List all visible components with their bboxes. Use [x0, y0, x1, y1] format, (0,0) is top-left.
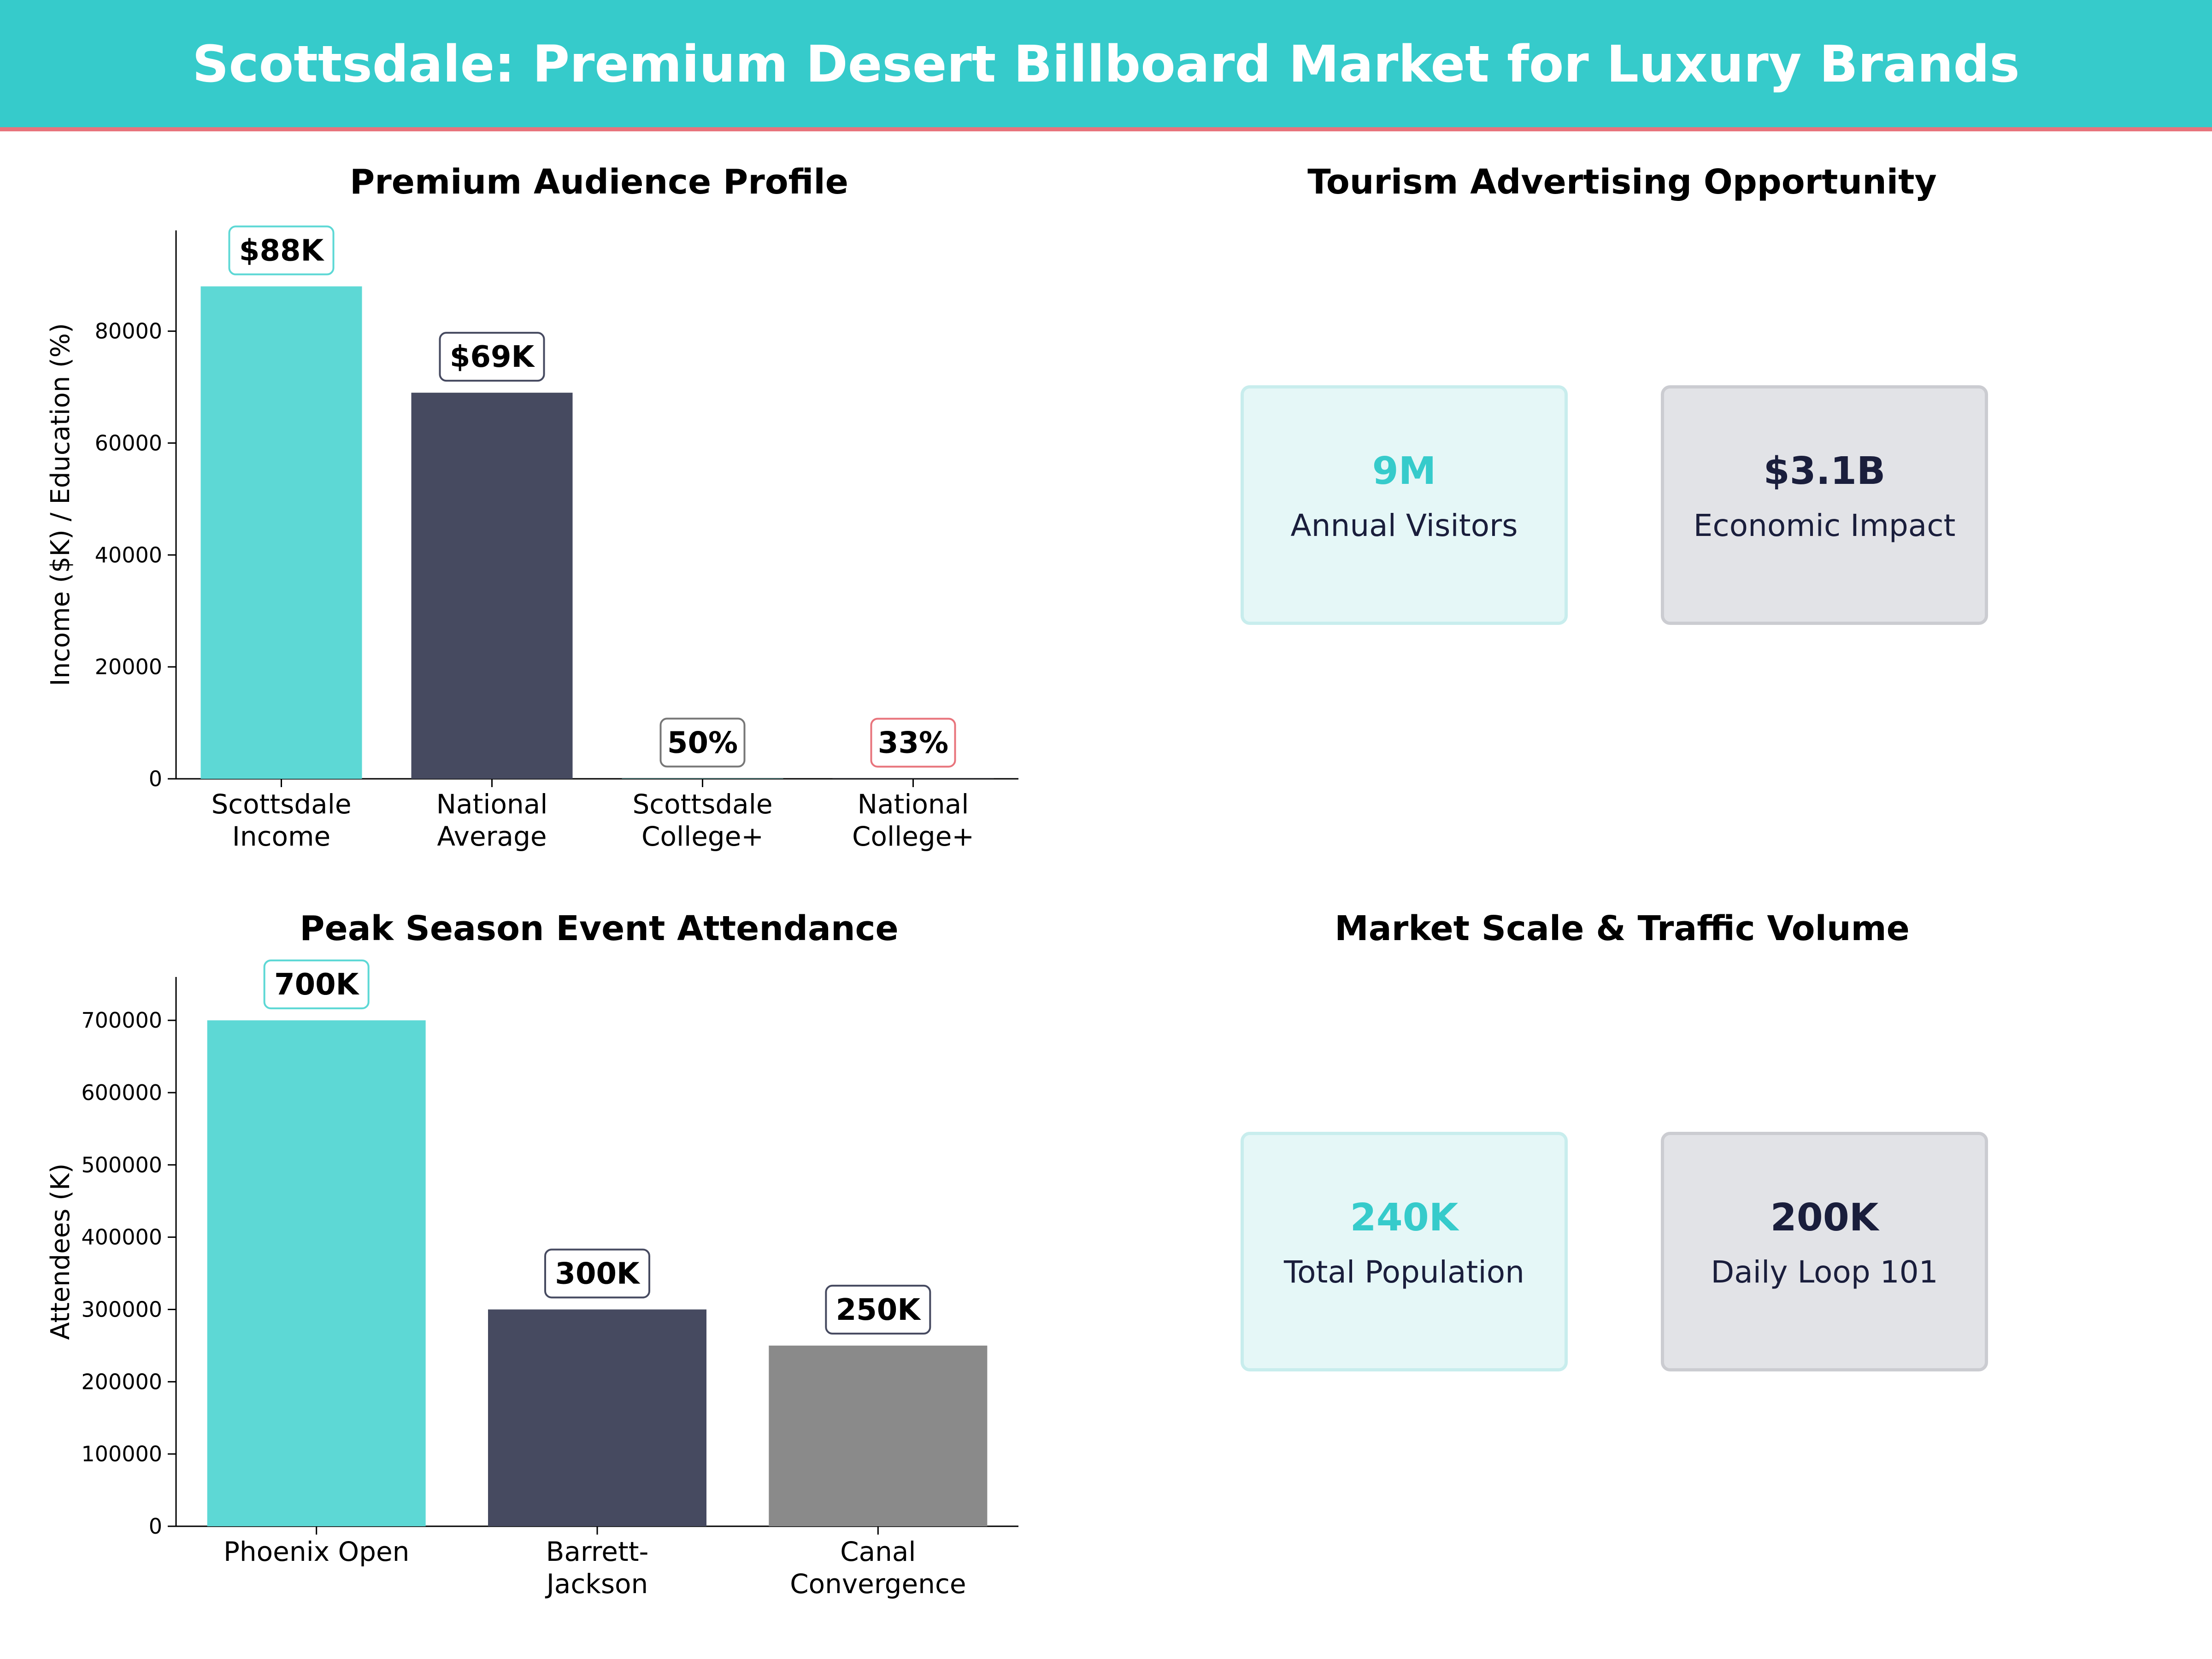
- bar: [769, 1345, 988, 1526]
- annual-visitors-card: 9M Annual Visitors: [1241, 385, 1568, 625]
- x-tick-label: College+: [852, 821, 974, 852]
- data-label-box: [870, 718, 956, 768]
- total-population-card: 240K Total Population: [1241, 1132, 1568, 1371]
- data-label-box: [659, 718, 746, 768]
- x-tick-label: Jackson: [545, 1568, 648, 1600]
- y-tick-label: 0: [149, 766, 162, 791]
- data-label-box: [544, 1248, 650, 1299]
- total-population-label: Total Population: [1284, 1254, 1524, 1290]
- x-tick-label: Convergence: [790, 1568, 966, 1600]
- x-tick-label: Scottsdale: [632, 788, 772, 820]
- daily-loop-101-value: 200K: [1770, 1196, 1879, 1240]
- data-label-box: [439, 332, 545, 382]
- annual-visitors-label: Annual Visitors: [1290, 508, 1518, 543]
- x-tick-label: Income: [232, 821, 330, 852]
- bar: [411, 393, 573, 779]
- y-tick-label: 80000: [95, 319, 162, 344]
- y-axis-label: Income ($K) / Education (%): [46, 323, 76, 686]
- y-tick-label: 40000: [95, 542, 162, 567]
- y-tick-label: 0: [149, 1514, 162, 1539]
- economic-impact-label: Economic Impact: [1693, 508, 1956, 543]
- data-label: 50%: [667, 726, 738, 760]
- x-tick-label: College+: [641, 821, 764, 852]
- y-tick-label: 300000: [81, 1297, 162, 1322]
- x-tick-label: Barrett-: [546, 1536, 649, 1567]
- y-tick-label: 500000: [81, 1153, 162, 1177]
- y-tick-label: 600000: [81, 1080, 162, 1105]
- x-tick-label: Average: [437, 821, 547, 852]
- y-tick-label: 20000: [95, 654, 162, 679]
- economic-impact-value: $3.1B: [1763, 449, 1886, 493]
- data-label-box: [228, 225, 335, 276]
- data-label: $88K: [239, 234, 325, 268]
- total-population-value: 240K: [1350, 1196, 1459, 1240]
- y-tick-label: 100000: [81, 1441, 162, 1466]
- header-banner: Scottsdale: Premium Desert Billboard Mar…: [0, 0, 2212, 131]
- page-title: Scottsdale: Premium Desert Billboard Mar…: [192, 35, 2020, 94]
- x-tick-label: Scottsdale: [211, 788, 351, 820]
- x-tick-label: National: [436, 788, 548, 820]
- y-tick-label: 200000: [81, 1369, 162, 1394]
- daily-loop-101-card: 200K Daily Loop 101: [1661, 1132, 1988, 1371]
- tourism-panel-title: Tourism Advertising Opportunity: [1307, 162, 1937, 202]
- data-label-box: [263, 959, 370, 1010]
- daily-loop-101-label: Daily Loop 101: [1711, 1254, 1938, 1290]
- audience-chart-title: Premium Audience Profile: [350, 162, 848, 202]
- x-tick-label: Phoenix Open: [224, 1536, 409, 1567]
- y-axis-label: Attendees (K): [46, 1163, 76, 1340]
- bar: [207, 1020, 426, 1526]
- y-tick-label: 400000: [81, 1225, 162, 1250]
- economic-impact-card: $3.1B Economic Impact: [1661, 385, 1988, 625]
- bar: [488, 1309, 706, 1526]
- bar: [622, 778, 783, 779]
- data-label: 700K: [274, 968, 360, 1002]
- scale-panel-title: Market Scale & Traffic Volume: [1335, 909, 1910, 948]
- data-label: $69K: [450, 340, 535, 374]
- data-label-box: [825, 1284, 931, 1335]
- data-label: 300K: [555, 1257, 641, 1291]
- data-label: 250K: [836, 1293, 922, 1327]
- data-label: 33%: [878, 726, 948, 760]
- events-chart-title: Peak Season Event Attendance: [300, 909, 899, 948]
- x-tick-label: Canal: [840, 1536, 916, 1567]
- annual-visitors-value: 9M: [1372, 449, 1436, 493]
- x-tick-label: National: [858, 788, 969, 820]
- y-tick-label: 700000: [81, 1008, 162, 1033]
- bar: [200, 286, 362, 779]
- y-tick-label: 60000: [95, 430, 162, 455]
